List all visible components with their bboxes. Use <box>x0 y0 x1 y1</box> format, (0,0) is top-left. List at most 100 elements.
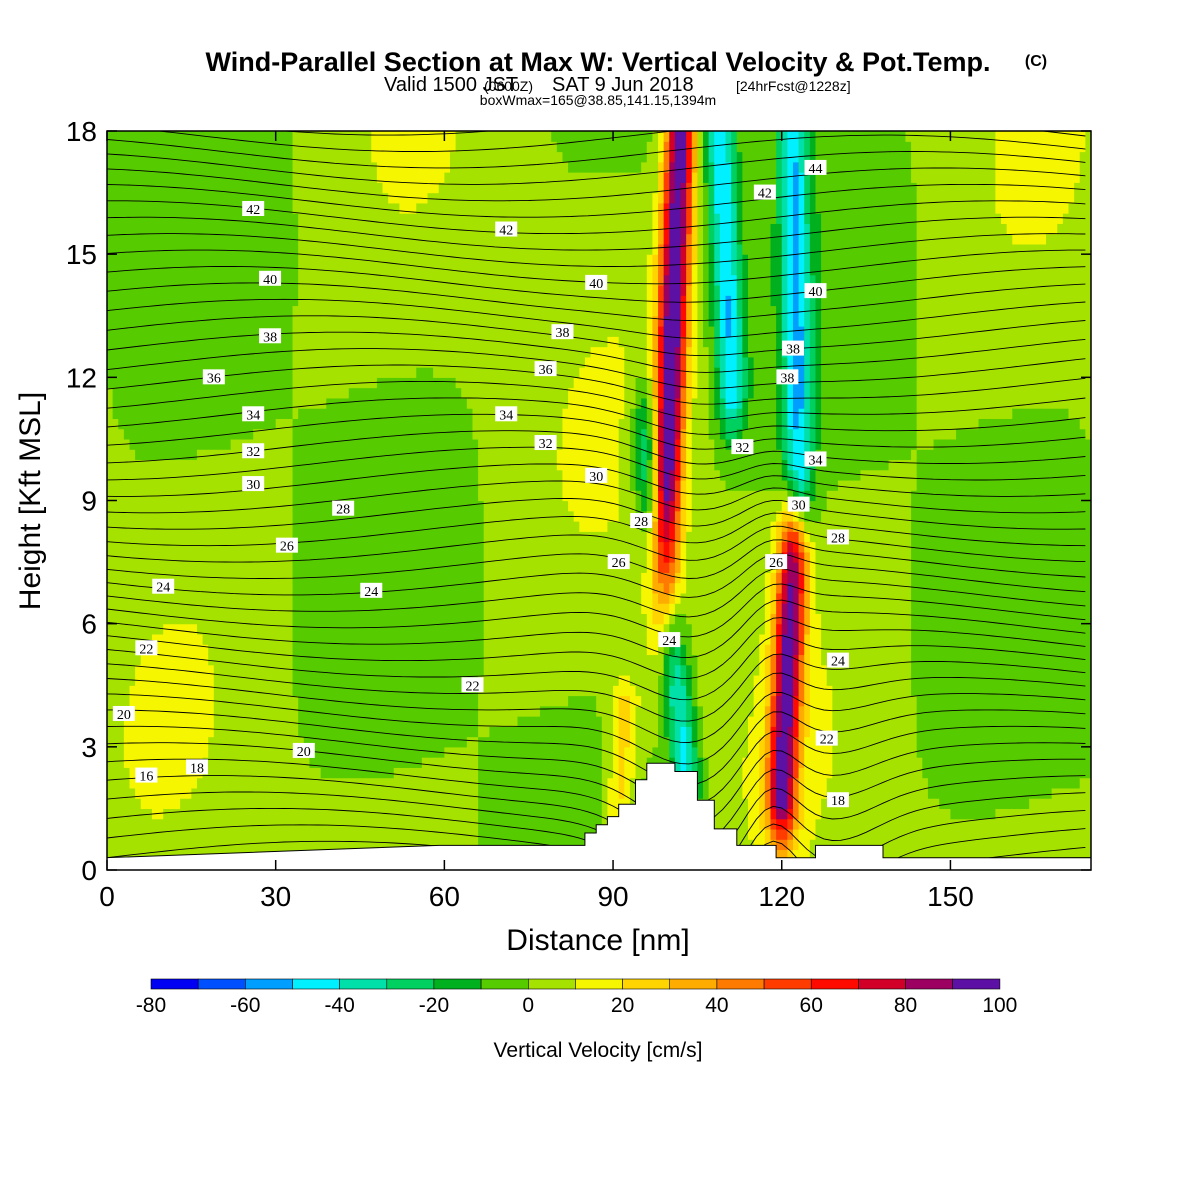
w-cell <box>270 161 277 173</box>
w-cell <box>202 551 209 563</box>
w-cell <box>298 551 305 563</box>
w-cell <box>264 746 271 758</box>
w-cell <box>208 243 215 255</box>
w-cell <box>472 233 479 245</box>
w-cell <box>461 839 468 851</box>
w-cell <box>483 613 490 625</box>
w-cell <box>219 233 226 245</box>
w-cell <box>399 233 406 245</box>
w-cell <box>168 479 176 491</box>
w-cell <box>309 408 316 419</box>
w-cell <box>247 295 254 307</box>
w-cell <box>180 572 187 584</box>
w-cell <box>303 295 311 307</box>
w-cell <box>331 674 339 686</box>
w-cell <box>331 510 339 522</box>
w-cell <box>455 592 462 604</box>
w-cell <box>163 664 170 676</box>
w-cell <box>433 428 440 440</box>
w-cell <box>376 726 384 738</box>
w-cell <box>129 172 136 183</box>
w-cell <box>286 521 294 532</box>
w-cell <box>129 387 136 399</box>
w-cell <box>320 787 327 799</box>
w-cell <box>202 161 209 173</box>
w-cell <box>230 284 237 296</box>
w-cell <box>405 377 412 389</box>
w-cell <box>303 777 311 789</box>
w-cell <box>107 736 114 748</box>
w-cell <box>360 305 367 317</box>
w-cell <box>433 541 440 553</box>
w-cell <box>129 582 136 594</box>
w-cell <box>449 510 457 522</box>
w-cell <box>376 510 384 522</box>
w-cell <box>388 746 395 758</box>
w-cell <box>112 716 119 727</box>
w-cell <box>196 664 204 676</box>
w-cell <box>405 295 412 307</box>
w-cell <box>146 264 153 276</box>
w-cell <box>315 818 322 830</box>
w-cell <box>208 141 215 153</box>
w-cell <box>472 572 479 584</box>
w-cell <box>123 582 131 594</box>
w-cell <box>360 264 367 276</box>
w-cell <box>309 223 316 235</box>
w-cell <box>174 551 181 563</box>
w-cell <box>405 284 412 296</box>
w-cell <box>388 674 395 686</box>
w-cell <box>382 182 389 194</box>
w-cell <box>253 695 260 707</box>
w-cell <box>376 408 384 419</box>
w-cell <box>118 767 125 779</box>
w-cell <box>331 531 339 543</box>
w-cell <box>309 213 316 224</box>
w-cell <box>208 808 215 820</box>
w-cell <box>196 787 204 799</box>
w-cell <box>461 223 468 235</box>
w-cell <box>286 479 294 491</box>
w-cell <box>455 787 462 799</box>
w-cell <box>405 777 412 789</box>
w-cell <box>253 131 260 142</box>
w-cell <box>416 664 423 676</box>
w-cell <box>219 500 226 512</box>
w-cell <box>416 705 423 717</box>
w-cell <box>112 254 119 266</box>
w-cell <box>168 469 176 481</box>
w-cell <box>230 356 237 368</box>
w-cell <box>376 161 384 173</box>
w-cell <box>151 685 159 697</box>
w-cell <box>129 356 136 368</box>
w-cell <box>118 777 125 789</box>
w-cell <box>174 633 181 645</box>
w-cell <box>275 387 282 399</box>
w-cell <box>157 726 164 738</box>
w-cell <box>129 510 136 522</box>
w-cell <box>309 757 316 768</box>
w-cell <box>191 685 198 697</box>
w-cell <box>270 521 277 532</box>
w-cell <box>483 326 490 337</box>
w-cell <box>135 367 142 378</box>
w-cell <box>157 695 164 707</box>
w-cell <box>292 828 299 840</box>
w-cell <box>410 500 417 512</box>
w-cell <box>286 284 294 296</box>
w-cell <box>241 633 249 645</box>
w-cell <box>433 469 440 481</box>
w-cell <box>135 274 142 286</box>
w-cell <box>438 284 445 296</box>
w-cell <box>416 274 423 286</box>
w-cell <box>118 695 125 707</box>
w-cell <box>365 521 372 532</box>
w-cell <box>107 336 114 348</box>
w-cell <box>151 438 159 450</box>
w-cell <box>303 685 311 697</box>
w-cell <box>107 151 114 163</box>
w-cell <box>360 449 367 461</box>
w-cell <box>180 582 187 594</box>
w-cell <box>253 685 260 697</box>
w-cell <box>275 233 282 245</box>
